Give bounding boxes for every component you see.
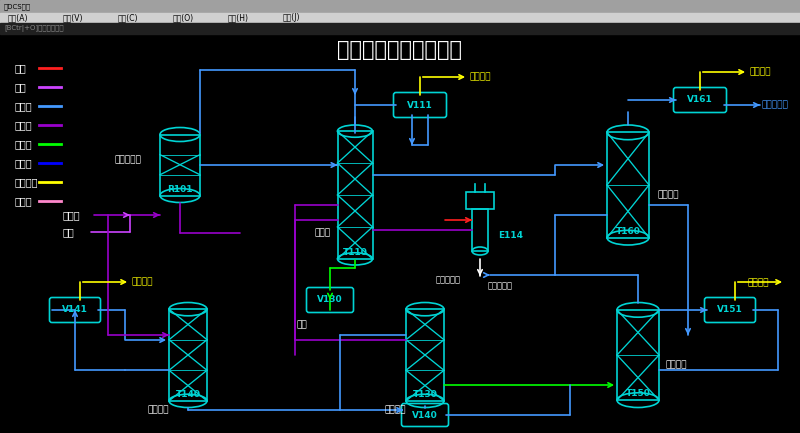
Text: 帮助(J): 帮助(J) bbox=[283, 13, 301, 23]
Text: 真空系统: 真空系统 bbox=[15, 177, 38, 187]
Text: 重组分: 重组分 bbox=[15, 158, 33, 168]
Text: 报警(O): 报警(O) bbox=[173, 13, 194, 23]
Bar bbox=[466, 191, 494, 209]
Bar bbox=[169, 309, 207, 401]
Text: R101: R101 bbox=[167, 184, 193, 194]
Text: 甲醇: 甲醇 bbox=[63, 227, 74, 237]
Text: 丙烯酸: 丙烯酸 bbox=[63, 210, 81, 220]
Bar bbox=[607, 132, 649, 238]
Bar bbox=[0, 13, 800, 23]
Text: 显示(V): 显示(V) bbox=[63, 13, 83, 23]
Text: 醇萸取塔: 醇萸取塔 bbox=[384, 405, 406, 414]
Bar bbox=[338, 131, 373, 259]
Text: 蒸汽: 蒸汽 bbox=[15, 63, 26, 73]
Text: V161: V161 bbox=[687, 96, 713, 104]
Text: V140: V140 bbox=[412, 410, 438, 420]
Text: 通道(A): 通道(A) bbox=[8, 13, 29, 23]
Bar bbox=[472, 209, 488, 251]
Text: V111: V111 bbox=[407, 100, 433, 110]
Text: 酢化反应器: 酢化反应器 bbox=[114, 155, 142, 165]
Text: 历史(H): 历史(H) bbox=[228, 13, 249, 23]
Text: T140: T140 bbox=[175, 390, 201, 399]
Text: V141: V141 bbox=[62, 306, 88, 314]
Text: 真空系统: 真空系统 bbox=[470, 72, 491, 81]
Text: V151: V151 bbox=[717, 306, 743, 314]
Bar bbox=[617, 310, 659, 400]
Text: 仿DCS界面: 仿DCS界面 bbox=[4, 3, 31, 10]
Text: 甲醇: 甲醇 bbox=[15, 82, 26, 92]
Text: 废水: 废水 bbox=[297, 320, 307, 329]
Bar bbox=[0, 0, 800, 13]
Text: 酢提纯塔: 酢提纯塔 bbox=[658, 191, 679, 200]
Text: T130: T130 bbox=[413, 390, 438, 399]
Text: [BCtr|+O]回到仿加图面: [BCtr|+O]回到仿加图面 bbox=[4, 25, 64, 32]
Text: 丙烯酸甲酯工艺总貌图: 丙烯酸甲酯工艺总貌图 bbox=[338, 40, 462, 60]
Text: T110: T110 bbox=[342, 248, 367, 257]
Text: E114: E114 bbox=[498, 230, 523, 239]
Text: 控制(C): 控制(C) bbox=[118, 13, 138, 23]
Bar bbox=[160, 135, 200, 196]
Text: 主物流: 主物流 bbox=[15, 101, 33, 111]
Text: 真空系统: 真空系统 bbox=[132, 278, 154, 287]
Text: V130: V130 bbox=[317, 295, 343, 304]
Text: 醇回收塔: 醇回收塔 bbox=[147, 405, 169, 414]
Text: 薄膜蜗发器: 薄膜蜗发器 bbox=[435, 275, 461, 284]
Text: 真空系统: 真空系统 bbox=[750, 68, 771, 77]
Text: 真空系统: 真空系统 bbox=[748, 278, 770, 287]
Text: 丙烯酸: 丙烯酸 bbox=[15, 120, 33, 130]
Text: 重组分罐收: 重组分罐收 bbox=[488, 281, 513, 290]
Text: 阻聚剂: 阻聚剂 bbox=[15, 196, 33, 206]
Text: T150: T150 bbox=[626, 389, 650, 398]
Text: T160: T160 bbox=[615, 226, 641, 236]
Bar bbox=[0, 23, 800, 34]
Bar bbox=[406, 309, 444, 401]
Text: 醇拔头塔: 醇拔头塔 bbox=[666, 361, 687, 369]
Text: 工艺水: 工艺水 bbox=[15, 139, 33, 149]
Text: 分馏塔: 分馏塔 bbox=[315, 229, 331, 237]
Text: 丙烯酸甲酯: 丙烯酸甲酯 bbox=[762, 100, 789, 110]
